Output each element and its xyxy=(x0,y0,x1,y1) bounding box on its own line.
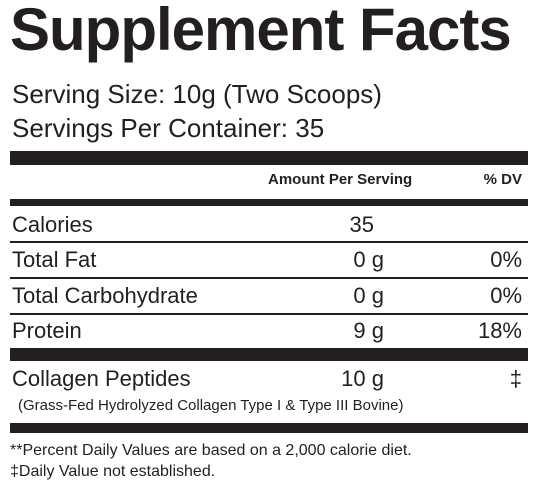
row-total-carbohydrate-amount: 0 g xyxy=(353,283,384,308)
row-collagen-dv: ‡ xyxy=(509,366,522,391)
thick-divider-bottom xyxy=(10,423,528,433)
row-collagen-label: Collagen Peptides xyxy=(12,366,191,391)
divider-under-header xyxy=(10,199,528,206)
servings-per-container: Servings Per Container: 35 xyxy=(12,113,325,143)
row-calories-label: Calories xyxy=(12,212,93,237)
row-collagen-amount: 10 g xyxy=(341,366,384,391)
row-total-carbohydrate-dv: 0% xyxy=(490,283,522,308)
row-total-fat-dv: 0% xyxy=(490,247,522,272)
row-divider xyxy=(10,241,528,243)
footnote-dv-not-established: ‡Daily Value not established. xyxy=(10,463,216,480)
row-protein-amount: 9 g xyxy=(353,318,384,343)
row-calories-amount: 35 xyxy=(349,212,374,237)
serving-size: Serving Size: 10g (Two Scoops) xyxy=(12,79,382,109)
row-total-carbohydrate-label: Total Carbohydrate xyxy=(12,283,198,308)
row-divider xyxy=(10,277,528,279)
row-divider xyxy=(10,313,528,315)
thick-divider-top xyxy=(10,151,528,165)
row-protein-dv: 18% xyxy=(477,318,522,343)
row-total-fat-amount: 0 g xyxy=(353,247,384,272)
thick-divider-middle xyxy=(10,348,528,361)
row-protein-label: Protein xyxy=(12,318,82,343)
header-amount-per-serving: Amount Per Serving xyxy=(268,171,413,188)
row-collagen-note: (Grass-Fed Hydrolyzed Collagen Type I & … xyxy=(18,397,404,414)
panel-title: Supplement Facts xyxy=(10,0,512,63)
header-percent-dv: % DV xyxy=(483,171,522,188)
row-total-fat-label: Total Fat xyxy=(12,247,97,272)
footnote-daily-values: **Percent Daily Values are based on a 2,… xyxy=(10,442,412,459)
